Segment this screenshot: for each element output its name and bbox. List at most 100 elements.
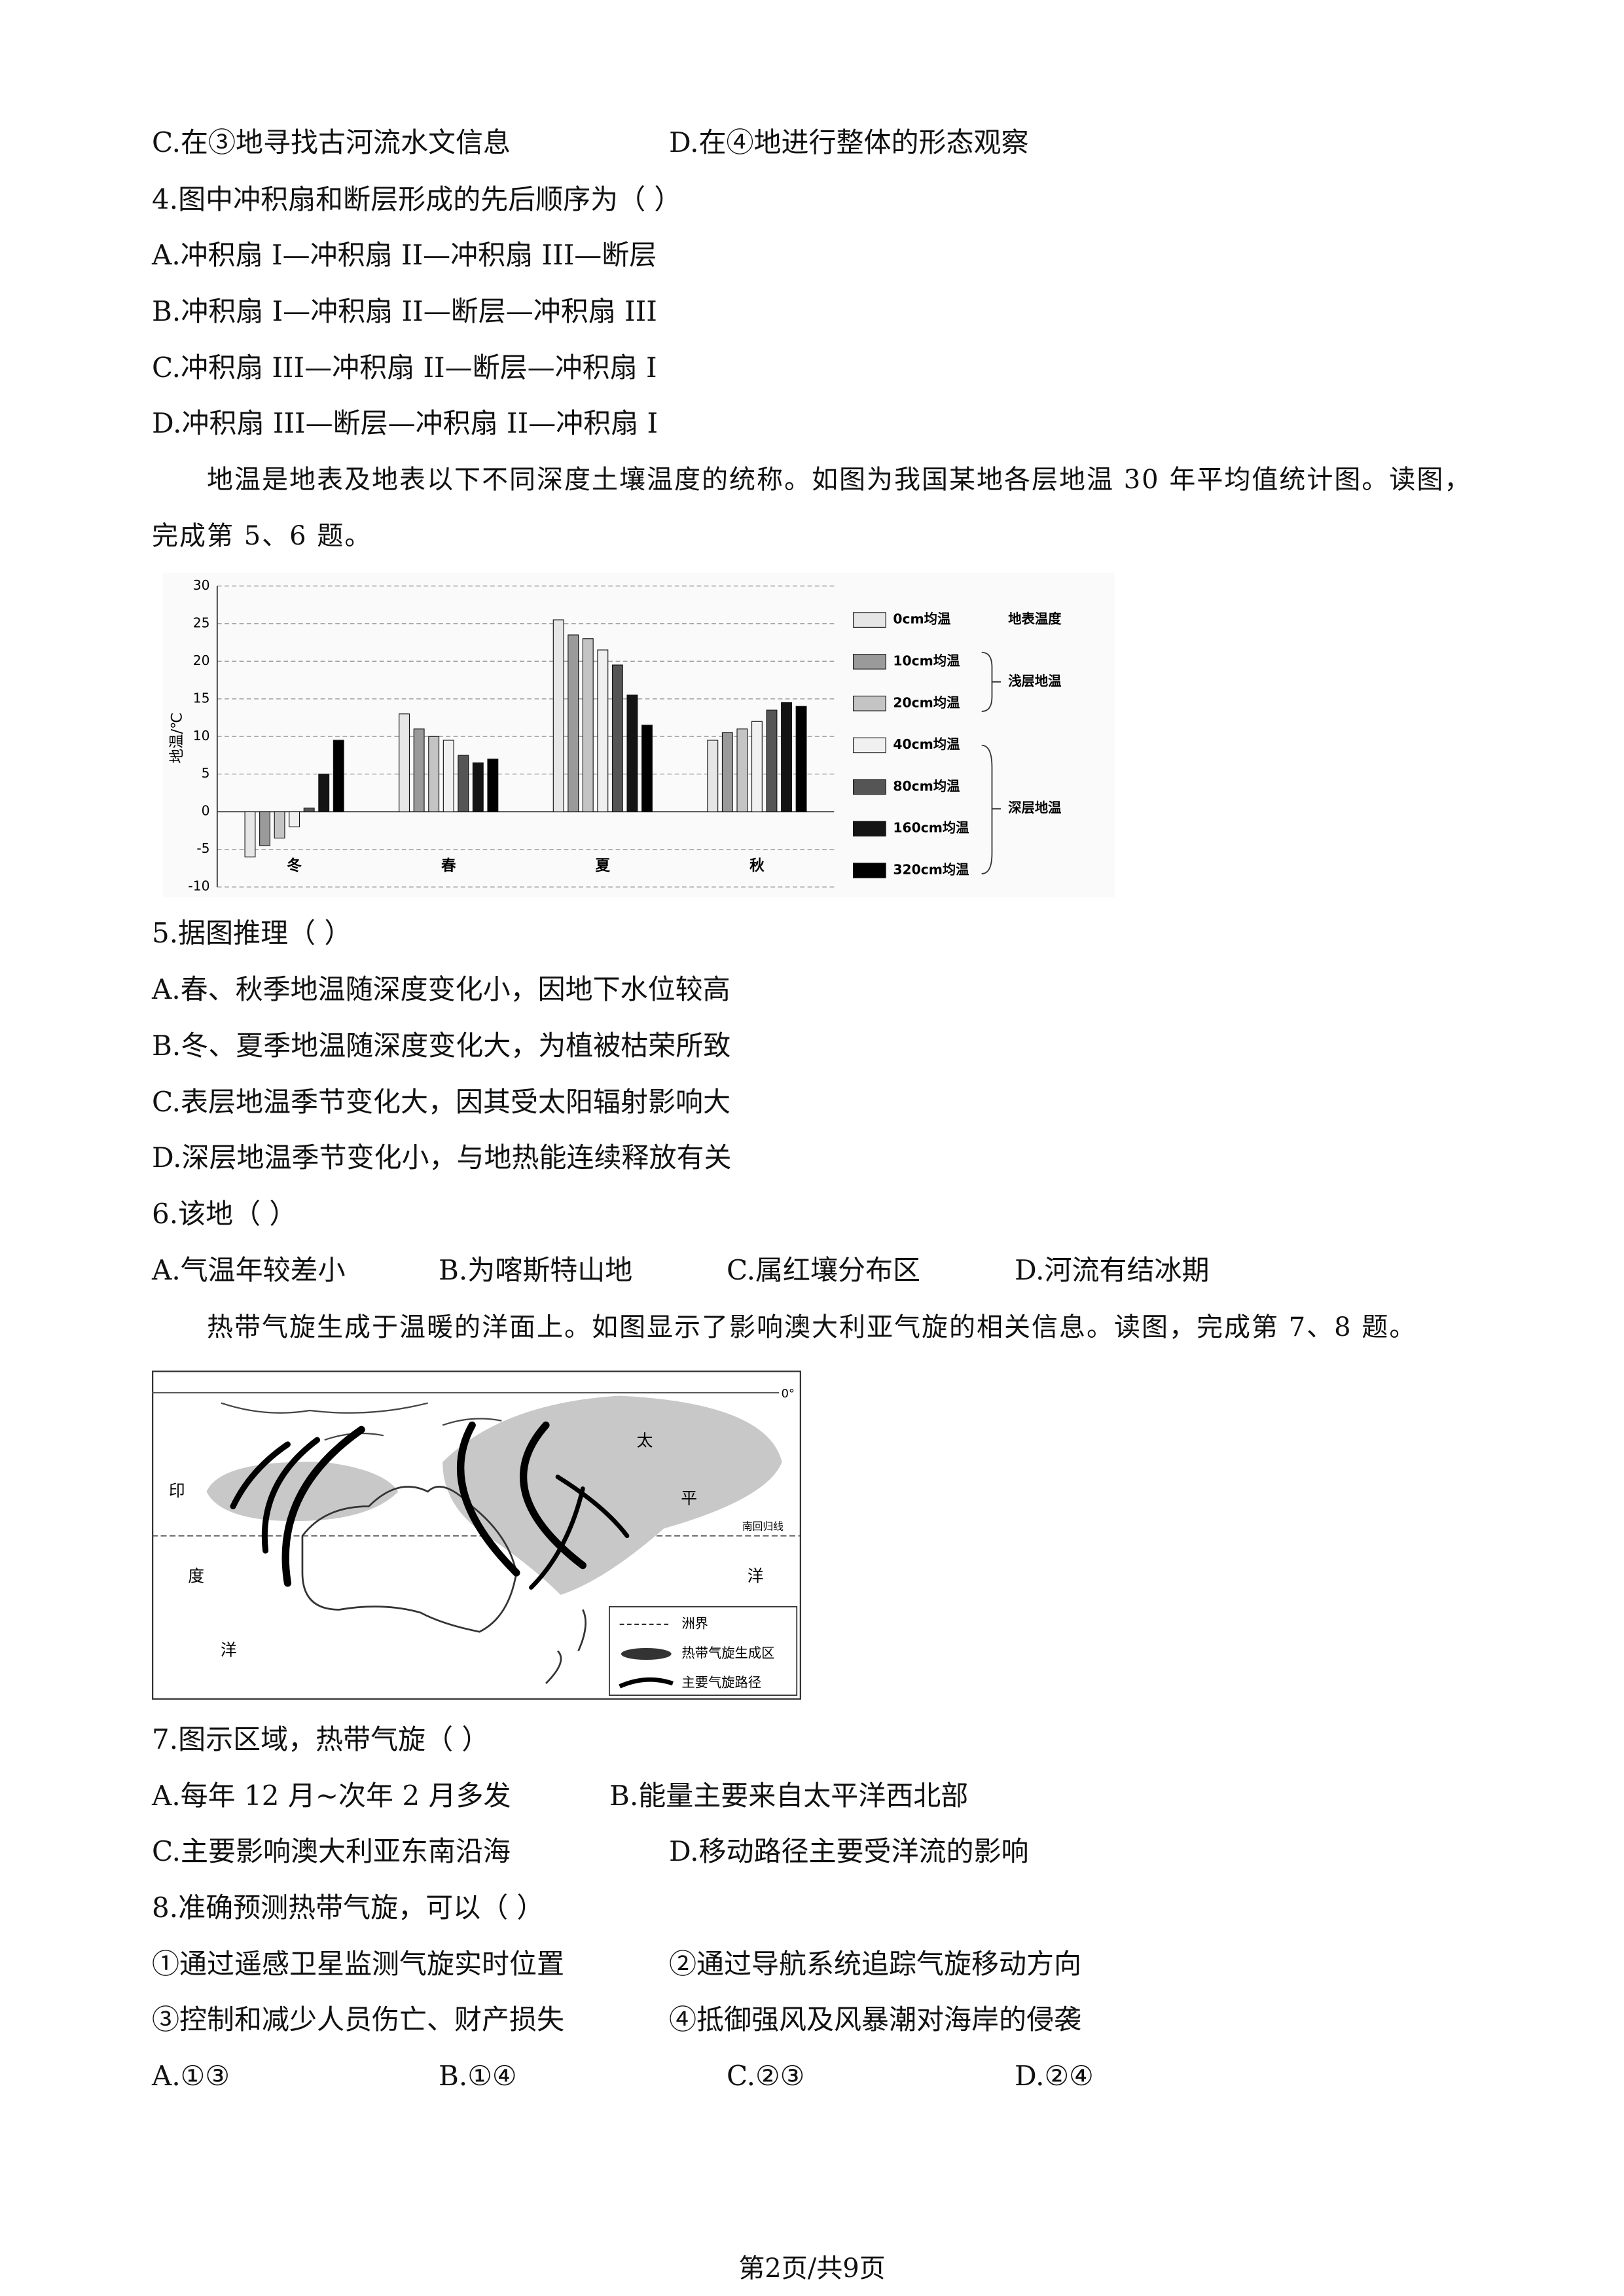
option: D.移动路径主要受洋流的影响 xyxy=(669,1835,1029,1867)
statement: ②通过导航系统追踪气旋移动方向 xyxy=(669,1948,1082,1980)
legend-label: 热带气旋生成区 xyxy=(681,1645,774,1660)
intro-paragraph: 热带气旋生成于温暖的洋面上。如图显示了影响澳大利亚气旋的相关信息。读图，完成第 … xyxy=(207,1312,1417,1342)
legend-swatch xyxy=(852,863,886,878)
x-tick-label: 春 xyxy=(441,857,456,874)
option: C.在③地寻找古河流水文信息 xyxy=(152,126,511,158)
bar xyxy=(795,706,807,812)
map-legend: 洲界 热带气旋生成区 主要气旋路径 xyxy=(681,1615,774,1690)
brace xyxy=(981,651,1001,712)
bar-chart: 地温/℃ -10 -5 0 5 10 15 20 25 30 冬 春 夏 秋 0cm均温 10cm均温 20c… xyxy=(162,573,1115,897)
bar xyxy=(766,709,778,812)
legend-label: 80cm均温 xyxy=(893,778,960,794)
option: A.①③ xyxy=(152,2060,230,2092)
option: C.冲积扇 III—冲积扇 II—断层—冲积扇 I xyxy=(152,351,657,384)
legend-label: 40cm均温 xyxy=(893,736,960,752)
legend-swatch xyxy=(852,737,886,753)
bar xyxy=(552,619,564,812)
page-footer: 第2页/共9页 xyxy=(738,2253,886,2284)
bar xyxy=(442,740,454,812)
option: A.气温年较差小 xyxy=(152,1254,346,1286)
map-label: 太 xyxy=(637,1431,653,1450)
option: A.春、秋季地温随深度变化小，因地下水位较高 xyxy=(152,973,731,1005)
map-label: 洋 xyxy=(748,1567,764,1586)
option: A.冲积扇 I—冲积扇 II—冲积扇 III—断层 xyxy=(152,239,657,271)
option: B.冬、夏季地温随深度变化大，为植被枯荣所致 xyxy=(152,1030,731,1062)
bar xyxy=(244,811,256,857)
bar xyxy=(781,702,792,812)
chart-background xyxy=(162,573,1115,897)
map-label: 南回归线 xyxy=(742,1520,784,1533)
cyclone-paths xyxy=(230,1421,630,1590)
bar xyxy=(487,759,499,812)
legend-label: 0cm均温 xyxy=(893,611,950,627)
y-axis-label: 地温/℃ xyxy=(168,713,185,764)
legend-label: 主要气旋路径 xyxy=(681,1675,761,1691)
map-label: 洋 xyxy=(221,1640,237,1659)
legend-label: 160cm均温 xyxy=(893,820,969,836)
option: B.①④ xyxy=(439,2060,517,2092)
option: B.为喀斯特山地 xyxy=(439,1254,633,1286)
option: B.能量主要来自太平洋西北部 xyxy=(609,1780,969,1812)
bar xyxy=(626,694,638,812)
legend-swatch xyxy=(852,779,886,795)
legend-label: 洲界 xyxy=(681,1615,708,1631)
option: C.表层地温季节变化大，因其受太阳辐射影响大 xyxy=(152,1086,731,1118)
bar xyxy=(472,762,484,812)
bar xyxy=(428,736,440,812)
brace xyxy=(981,744,1001,874)
y-tick-label: 15 xyxy=(193,690,210,706)
y-tick-label: 30 xyxy=(193,577,210,593)
question-stem: 7.图示区域，热带气旋（ ） xyxy=(152,1723,490,1755)
bar xyxy=(458,755,469,812)
map-labels: 印 度 洋 太 平 洋 南回归线 0° xyxy=(169,1387,795,1659)
bar xyxy=(707,740,719,812)
statement: ①通过遥感卫星监测气旋实时位置 xyxy=(152,1948,565,1980)
legend-swatch xyxy=(852,654,886,670)
intro-paragraph: 地温是地表及地表以下不同深度土壤温度的统称。如图为我国某地各层地温 30 年平均… xyxy=(152,465,1472,551)
new-zealand-outline xyxy=(545,1609,586,1685)
y-tick-label: -10 xyxy=(188,878,209,894)
map-label: 平 xyxy=(681,1488,697,1507)
bar xyxy=(721,732,733,812)
bar xyxy=(641,725,653,812)
legend-label: 10cm均温 xyxy=(893,653,960,668)
bar xyxy=(413,728,425,812)
bar xyxy=(399,713,410,812)
bar xyxy=(318,774,330,812)
option: C.属红壤分布区 xyxy=(727,1254,920,1286)
map-label: 0° xyxy=(781,1387,794,1401)
map-label: 度 xyxy=(188,1567,204,1586)
legend-group-label: 深层地温 xyxy=(1008,800,1061,816)
legend-group-label: 浅层地温 xyxy=(1008,673,1061,689)
legend-label: 320cm均温 xyxy=(893,861,969,877)
map-label: 印 xyxy=(169,1481,185,1500)
legend-group-label: 地表温度 xyxy=(1008,611,1062,627)
option: C.②③ xyxy=(727,2060,805,2092)
legend-swatch xyxy=(852,695,886,711)
x-tick-label: 秋 xyxy=(749,857,765,874)
bar xyxy=(568,634,579,812)
legend-label: 20cm均温 xyxy=(893,694,960,710)
option: D.深层地温季节变化小，与地热能连续释放有关 xyxy=(152,1141,732,1174)
option: A.每年 12 月~次年 2 月多发 xyxy=(152,1780,511,1812)
bar xyxy=(582,638,594,812)
x-tick-label: 冬 xyxy=(287,857,302,874)
statement: ③控制和减少人员伤亡、财产损失 xyxy=(152,2003,565,2036)
question-stem: 8.准确预测热带气旋，可以（ ） xyxy=(152,1892,545,1924)
legend-swatch xyxy=(852,821,886,836)
bar xyxy=(597,649,609,812)
y-tick-label: 0 xyxy=(202,803,210,819)
question-stem: 5.据图推理（ ） xyxy=(152,917,352,949)
option: D.冲积扇 III—断层—冲积扇 II—冲积扇 I xyxy=(152,407,659,439)
legend-swatch xyxy=(852,612,886,628)
x-tick-label: 夏 xyxy=(596,857,611,874)
option: D.河流有结冰期 xyxy=(1015,1254,1210,1286)
bar xyxy=(289,811,300,827)
statement: ④抵御强风及风暴潮对海岸的侵袭 xyxy=(669,2003,1082,2036)
bar xyxy=(274,811,285,839)
bar xyxy=(751,721,763,812)
legend-symbol xyxy=(619,1677,674,1689)
option: B.冲积扇 I—冲积扇 II—断层—冲积扇 III xyxy=(152,295,657,327)
option: C.主要影响澳大利亚东南沿海 xyxy=(152,1835,511,1867)
